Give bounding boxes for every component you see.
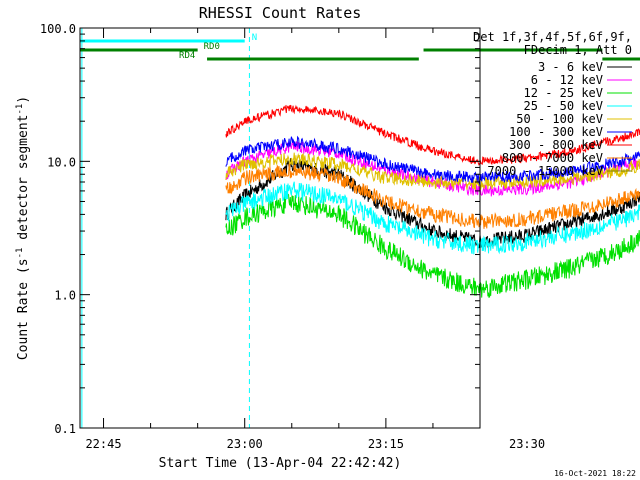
legend-label: 25 - 50 keV bbox=[524, 99, 603, 113]
series-line bbox=[225, 152, 640, 191]
state-bar-label: RD4 bbox=[179, 51, 195, 61]
legend-header-line: Det 1f,3f,4f,5f,6f,9f, bbox=[473, 30, 632, 44]
y-axis-label-sup: -1 bbox=[15, 248, 25, 259]
legend-label: 300 - 800 keV bbox=[509, 138, 603, 152]
y-tick-label: 1.0 bbox=[54, 289, 76, 303]
legend-label: 6 - 12 keV bbox=[531, 73, 603, 87]
x-tick-label: 23:00 bbox=[227, 437, 263, 451]
legend-label: 800 - 7000 keV bbox=[502, 151, 603, 165]
legend-label: 3 - 6 keV bbox=[538, 60, 603, 74]
y-axis-label-sup: -1 bbox=[15, 104, 25, 115]
y-axis-label-part: ) bbox=[16, 96, 31, 104]
x-tick-label: 23:15 bbox=[368, 437, 404, 451]
series-line bbox=[225, 158, 640, 249]
legend-label: 100 - 300 keV bbox=[509, 125, 603, 139]
legend: Det 1f,3f,4f,5f,6f,9f, FDecim 1, Att 0 3… bbox=[473, 30, 632, 178]
legend-header-line: FDecim 1, Att 0 bbox=[524, 43, 632, 57]
series-line bbox=[225, 163, 640, 229]
series-line bbox=[225, 193, 640, 298]
legend-label: 7000 - 15000 keV bbox=[487, 164, 603, 178]
x-axis-label: Start Time (13-Apr-04 22:42:42) bbox=[159, 456, 402, 471]
series-line bbox=[225, 104, 640, 166]
state-bar-label: RD0 bbox=[204, 42, 220, 52]
legend-label: 50 - 100 keV bbox=[516, 112, 603, 126]
y-tick-label: 100.0 bbox=[40, 22, 76, 36]
legend-label: 12 - 25 keV bbox=[524, 86, 603, 100]
y-axis-label-part: Count Rate (s bbox=[16, 258, 31, 360]
y-axis-label: Count Rate (s-1 detector segment-1) bbox=[15, 96, 31, 360]
y-axis-label-part: detector segment bbox=[16, 115, 31, 248]
plot-frame bbox=[79, 27, 481, 429]
y-tick-label: 10.0 bbox=[47, 155, 76, 169]
plot-area: N RD0 RD4 bbox=[80, 28, 640, 428]
y-tick-label: 0.1 bbox=[54, 422, 76, 436]
axes: 0.11.010.0100.022:4523:0023:1523:3023:45… bbox=[40, 22, 545, 451]
chart-title: RHESSI Count Rates bbox=[199, 4, 362, 22]
timestamp: 16-Oct-2021 18:22 bbox=[554, 469, 636, 478]
state-bar-label: N bbox=[252, 33, 257, 43]
series-line bbox=[225, 181, 640, 255]
series-line bbox=[225, 140, 640, 197]
x-tick-label: 23:30 bbox=[509, 437, 545, 451]
series-line bbox=[225, 135, 640, 186]
x-tick-label: 22:45 bbox=[85, 437, 121, 451]
